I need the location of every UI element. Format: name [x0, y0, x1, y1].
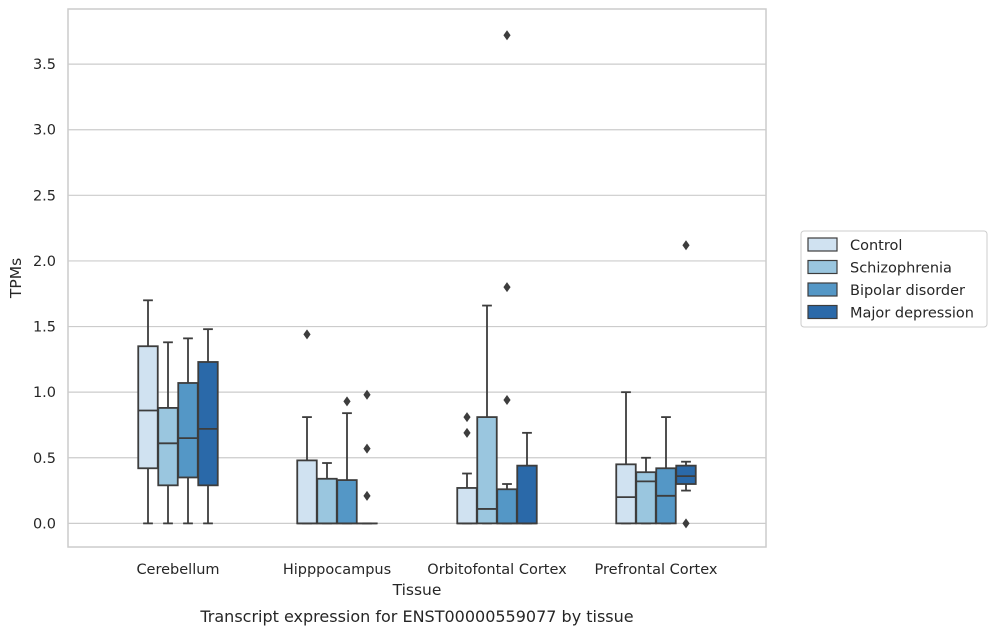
box-body [177, 382, 199, 479]
legend-frame [800, 230, 988, 328]
box-body [516, 464, 538, 525]
box-body [336, 479, 358, 525]
outlier-point [363, 389, 371, 400]
box-body [456, 487, 478, 525]
outlier-point [682, 240, 690, 251]
legend-swatch [807, 259, 838, 275]
x-tick-label: Prefrontal Cortex [595, 562, 718, 578]
outlier-point [303, 329, 311, 340]
chart-caption: Transcript expression for ENST0000055907… [199, 607, 633, 626]
box-body [316, 477, 338, 525]
y-tick-label: 1.5 [33, 320, 56, 336]
x-tick-label: Hipppocampus [283, 562, 391, 578]
box-body [635, 471, 657, 525]
legend: Control Schizophrenia Bipolar disorder Majo… [800, 230, 988, 328]
x-axis-label: Tissue [392, 581, 442, 599]
box-1-2 [336, 396, 358, 525]
box-1-0 [296, 329, 318, 525]
legend-label: Schizophrenia [850, 261, 952, 277]
box-body [157, 407, 179, 487]
outlier-point [343, 396, 351, 407]
legend-swatch [807, 304, 838, 320]
legend-label: Bipolar disorder [850, 283, 965, 299]
box-2-0 [456, 412, 478, 525]
y-tick-label: 0.0 [33, 516, 56, 532]
y-axis-label: TPMs [7, 258, 25, 299]
box-2-3 [516, 431, 538, 525]
outlier-point [503, 395, 511, 406]
outlier-point [463, 427, 471, 438]
plot-frame [67, 8, 767, 548]
outlier-point [682, 518, 690, 529]
box-2-1 [476, 304, 498, 525]
outlier-point [363, 443, 371, 454]
legend-swatch [807, 282, 838, 297]
box-body [496, 488, 518, 525]
box-body [476, 416, 498, 525]
y-tick-label: 1.0 [33, 385, 56, 401]
y-tick-label: 2.5 [33, 188, 56, 204]
box-3-2 [655, 416, 677, 525]
y-tick-label: 2.0 [33, 254, 56, 270]
box-3-3 [675, 240, 697, 529]
legend-label: Control [850, 238, 902, 254]
box-body [137, 345, 159, 470]
box-body [197, 361, 219, 487]
y-tick-label: 0.5 [33, 451, 56, 467]
outlier-point [503, 282, 511, 293]
x-tick-label: Orbitofontal Cortex [427, 562, 567, 578]
outlier-point [363, 490, 371, 501]
outlier-point [503, 30, 511, 41]
box-body [675, 464, 697, 485]
y-tick-label: 3.0 [33, 123, 56, 139]
y-axis-ticks: 0.0 0.5 1.0 1.5 2.0 2.5 3.0 3.5 [33, 57, 56, 532]
box-body [296, 459, 318, 525]
legend-swatch [807, 237, 838, 252]
x-axis-ticks: Cerebellum Hipppocampus Orbitofontal Corte… [136, 562, 717, 578]
legend-label: Major depression [850, 306, 974, 322]
outlier-point [463, 412, 471, 423]
box-1-3 [356, 389, 378, 525]
y-tick-label: 3.5 [33, 57, 56, 73]
x-tick-label: Cerebellum [136, 562, 219, 578]
box-body [615, 463, 637, 525]
box-0-3 [197, 328, 219, 525]
box-groups [137, 30, 697, 529]
